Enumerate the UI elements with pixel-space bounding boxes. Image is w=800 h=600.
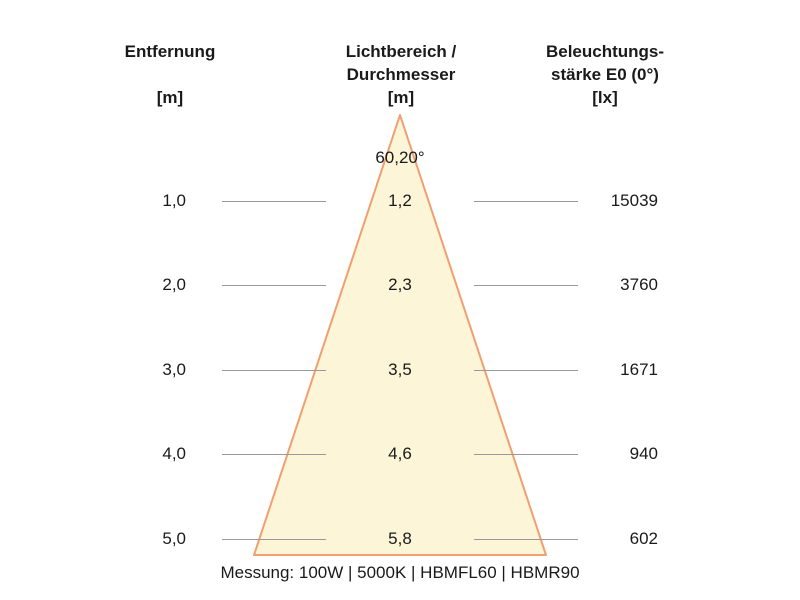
diameter-value: 1,2 xyxy=(388,191,412,210)
header-illuminance: Beleuchtungs- stärke E0 (0°) [lx] xyxy=(520,40,690,109)
header-diameter-line-1: Lichtbereich / xyxy=(345,42,457,61)
header-diameter: Lichtbereich / Durchmesser [m] xyxy=(318,40,484,109)
illuminance-value: 602 xyxy=(629,529,658,548)
guide-line-right xyxy=(474,454,578,455)
illuminance-value: 3760 xyxy=(620,275,658,294)
header-diameter-line-3: [m] xyxy=(387,88,415,107)
guide-line-left xyxy=(222,454,326,455)
distance-value: 5,0 xyxy=(162,529,186,548)
guide-line-right xyxy=(474,201,578,202)
header-distance-line-3: [m] xyxy=(156,88,184,107)
header-illuminance-line-1: Beleuchtungs- xyxy=(545,42,665,61)
measurement-footer: Messung: 100W | 5000K | HBMFL60 | HBMR90 xyxy=(220,563,580,582)
header-diameter-line-2: Durchmesser xyxy=(346,65,456,84)
distance-value: 2,0 xyxy=(162,275,186,294)
header-distance-line-2 xyxy=(110,63,230,86)
illuminance-value: 940 xyxy=(629,444,658,463)
illuminance-value: 15039 xyxy=(610,191,658,210)
guide-line-left xyxy=(222,539,326,540)
beam-angle-label: 60,20° xyxy=(375,148,425,167)
diameter-value: 4,6 xyxy=(388,444,412,463)
header-distance-line-1: Entfernung xyxy=(124,42,216,61)
guide-line-left xyxy=(222,201,326,202)
header-illuminance-line-3: [lx] xyxy=(592,88,618,107)
guide-line-right xyxy=(474,539,578,540)
header-distance: Entfernung [m] xyxy=(110,40,230,109)
light-cone xyxy=(253,114,547,556)
diameter-value: 5,8 xyxy=(388,529,412,548)
guide-line-right xyxy=(474,285,578,286)
illuminance-value: 1671 xyxy=(620,360,658,379)
guide-line-left xyxy=(222,285,326,286)
header-illuminance-line-2: stärke E0 (0°) xyxy=(551,65,659,84)
diameter-value: 2,3 xyxy=(388,275,412,294)
distance-value: 1,0 xyxy=(162,191,186,210)
guide-line-right xyxy=(474,370,578,371)
distance-value: 3,0 xyxy=(162,360,186,379)
diameter-value: 3,5 xyxy=(388,360,412,379)
guide-line-left xyxy=(222,370,326,371)
distance-value: 4,0 xyxy=(162,444,186,463)
